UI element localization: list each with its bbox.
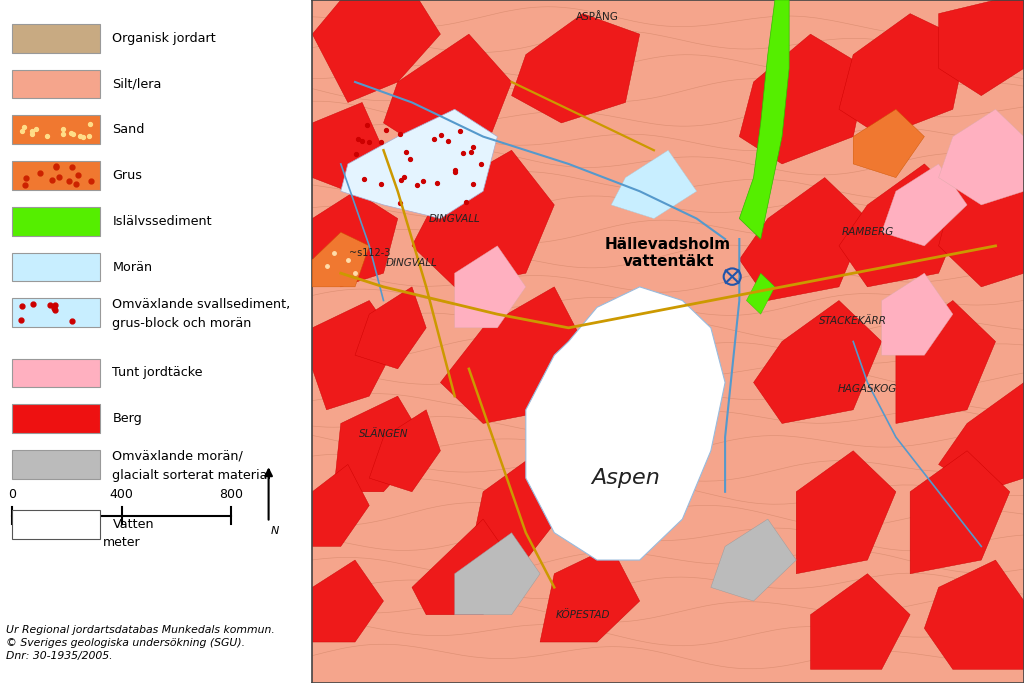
Polygon shape: [882, 273, 953, 355]
Text: SLÄNGEN: SLÄNGEN: [358, 429, 409, 438]
Polygon shape: [839, 164, 967, 287]
Polygon shape: [512, 14, 640, 123]
Polygon shape: [711, 519, 797, 601]
Text: ASPÅNG: ASPÅNG: [575, 12, 618, 22]
Polygon shape: [312, 0, 440, 102]
Polygon shape: [739, 34, 867, 164]
Polygon shape: [455, 246, 526, 328]
Polygon shape: [412, 150, 554, 287]
Polygon shape: [312, 102, 383, 191]
Text: STACKEKÄRR: STACKEKÄRR: [819, 316, 887, 326]
Polygon shape: [526, 287, 725, 560]
Text: grus-block och morän: grus-block och morän: [113, 317, 252, 331]
Bar: [12, 207, 100, 236]
Polygon shape: [746, 273, 775, 314]
Text: Omväxlande svallsediment,: Omväxlande svallsediment,: [113, 298, 291, 311]
Text: Hällevadsholm
vattentäkt: Hällevadsholm vattentäkt: [605, 236, 731, 269]
Polygon shape: [853, 109, 925, 178]
Text: DINGVALL: DINGVALL: [386, 258, 438, 268]
Text: Aspen: Aspen: [591, 468, 659, 488]
Polygon shape: [925, 560, 1024, 669]
Bar: [12, 450, 100, 479]
Text: KÖPESTAD: KÖPESTAD: [555, 610, 610, 619]
Polygon shape: [754, 301, 882, 423]
Polygon shape: [341, 109, 498, 219]
Text: meter: meter: [103, 536, 140, 549]
Text: Morän: Morän: [113, 260, 153, 274]
Polygon shape: [896, 301, 995, 423]
Bar: [12, 404, 100, 433]
Bar: [12, 359, 100, 387]
Polygon shape: [939, 382, 1024, 492]
Text: ~s112-3: ~s112-3: [348, 248, 390, 257]
Polygon shape: [312, 191, 397, 287]
Polygon shape: [455, 533, 540, 615]
Polygon shape: [469, 451, 568, 560]
Text: 400: 400: [110, 488, 134, 501]
Text: Islälvssediment: Islälvssediment: [113, 214, 212, 228]
Text: RAMBERG: RAMBERG: [842, 227, 894, 237]
Polygon shape: [540, 546, 640, 642]
Text: Sand: Sand: [113, 123, 144, 137]
Text: Vatten: Vatten: [113, 518, 154, 531]
Polygon shape: [739, 0, 790, 239]
Text: Omväxlande morän/: Omväxlande morän/: [113, 449, 243, 463]
Text: Ur Regional jordartsdatabas Munkedals kommun.
© Sveriges geologiska undersökning: Ur Regional jordartsdatabas Munkedals ko…: [6, 625, 275, 661]
Polygon shape: [440, 287, 583, 423]
Text: N: N: [270, 526, 279, 536]
Bar: [12, 24, 100, 53]
Polygon shape: [739, 178, 867, 301]
Polygon shape: [370, 410, 440, 492]
Polygon shape: [611, 150, 696, 219]
Polygon shape: [910, 451, 1010, 574]
Polygon shape: [583, 410, 669, 505]
Polygon shape: [312, 301, 397, 410]
Text: Tunt jordtäcke: Tunt jordtäcke: [113, 366, 203, 380]
Polygon shape: [839, 14, 967, 137]
Text: Organisk jordart: Organisk jordart: [113, 31, 216, 45]
Text: 0: 0: [8, 488, 16, 501]
Polygon shape: [939, 0, 1024, 96]
Polygon shape: [355, 287, 426, 369]
Polygon shape: [412, 519, 512, 615]
Bar: [12, 510, 100, 539]
Bar: [12, 70, 100, 98]
Text: DINGVALL: DINGVALL: [429, 214, 480, 223]
Polygon shape: [882, 164, 967, 246]
Text: Grus: Grus: [113, 169, 142, 182]
Bar: [12, 161, 100, 190]
Polygon shape: [939, 109, 1024, 205]
Text: Berg: Berg: [113, 412, 142, 426]
Polygon shape: [939, 150, 1024, 287]
Polygon shape: [312, 464, 370, 546]
Polygon shape: [312, 232, 370, 287]
Polygon shape: [334, 396, 426, 492]
Polygon shape: [383, 34, 512, 150]
Text: HAGASKOG: HAGASKOG: [838, 385, 897, 394]
Bar: [12, 253, 100, 281]
Polygon shape: [811, 574, 910, 669]
Bar: [12, 298, 100, 327]
Text: 800: 800: [219, 488, 243, 501]
Bar: [12, 115, 100, 144]
Text: glacialt sorterat material: glacialt sorterat material: [113, 469, 271, 482]
Polygon shape: [312, 560, 383, 642]
Polygon shape: [797, 451, 896, 574]
Text: Silt/lera: Silt/lera: [113, 77, 162, 91]
